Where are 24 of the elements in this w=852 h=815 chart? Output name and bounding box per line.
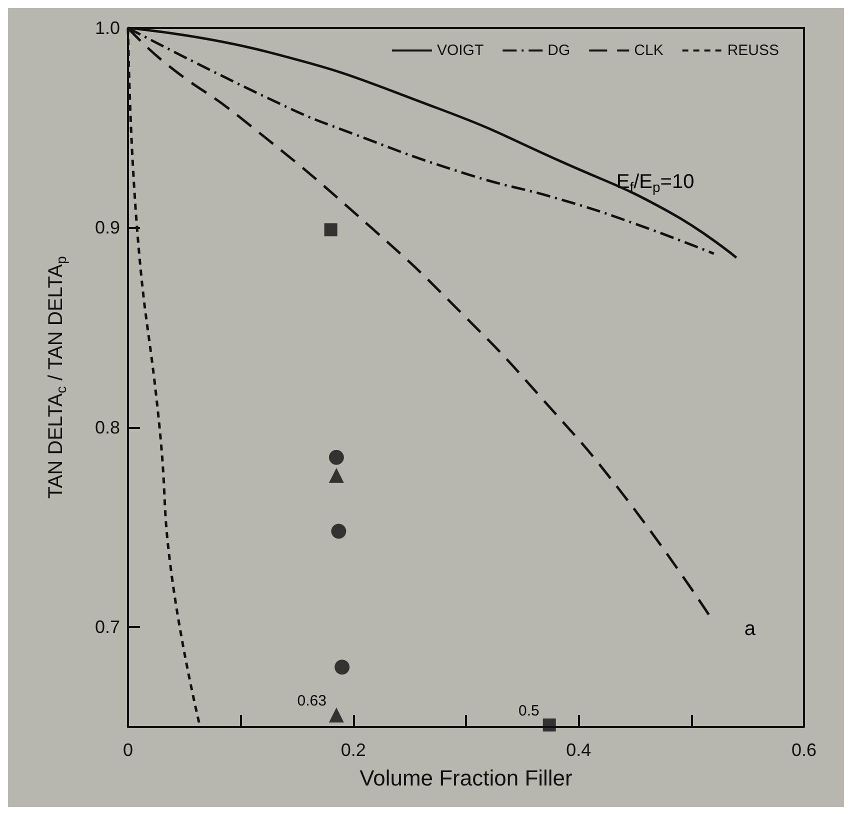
point	[328, 450, 344, 465]
y-tick-label: 0.7	[94, 617, 120, 638]
x-tick-label: 0.6	[791, 740, 817, 760]
point	[331, 524, 346, 539]
legend-label: DG	[548, 42, 570, 59]
x-tick-label: 0.4	[566, 740, 592, 760]
legend-label: CLK	[634, 42, 664, 59]
y-tick-label: 1.0	[94, 18, 120, 38]
y-tick-label: 0.8	[94, 417, 120, 438]
point	[542, 718, 556, 732]
annotation: 0.5	[518, 702, 540, 720]
y-axis-title: TAN DELTAc / TAN DELTAp	[45, 256, 69, 499]
x-tick-label: 0.2	[340, 740, 366, 760]
point	[324, 223, 338, 236]
annotation: 0.63	[297, 692, 326, 710]
x-tick-label: 0	[122, 740, 134, 760]
point	[334, 660, 350, 675]
x-axis-title: Volume Fraction Filler	[360, 766, 572, 790]
point	[328, 468, 344, 483]
legend-label: VOIGT	[436, 42, 484, 59]
y-tick-label: 0.9	[94, 218, 120, 238]
annotation: a	[744, 618, 756, 640]
point	[328, 708, 344, 723]
legend-label: REUSS	[727, 42, 780, 59]
